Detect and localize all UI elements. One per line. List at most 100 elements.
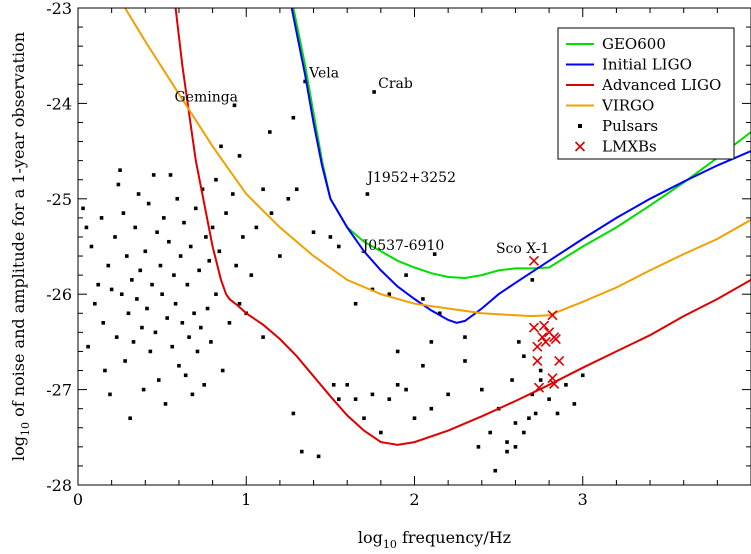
pulsar-point bbox=[555, 411, 560, 416]
annotation-label: J0537-6910 bbox=[361, 238, 445, 254]
pulsar-point bbox=[146, 201, 151, 206]
pulsar-point bbox=[254, 225, 259, 230]
pulsar-point bbox=[214, 292, 218, 296]
y-tick-label: -23 bbox=[46, 0, 72, 18]
annotation-label: Crab bbox=[378, 76, 413, 92]
pulsar-point bbox=[133, 225, 138, 230]
pulsar-point bbox=[170, 344, 175, 349]
lmxb-point bbox=[549, 378, 560, 389]
pulsar-point bbox=[234, 263, 238, 268]
pulsar-point bbox=[180, 321, 185, 325]
pulsar-point bbox=[136, 192, 141, 196]
pulsar-point bbox=[153, 330, 158, 335]
lmxb-point bbox=[528, 322, 540, 333]
pulsar-point bbox=[219, 144, 223, 149]
pulsar-point bbox=[328, 235, 333, 239]
pulsar-point bbox=[291, 411, 296, 416]
pulsar-point bbox=[207, 259, 212, 263]
pulsar-point bbox=[89, 244, 94, 249]
pulsar-point bbox=[108, 392, 112, 397]
lmxb-point bbox=[547, 310, 558, 321]
pulsar-point bbox=[101, 321, 106, 325]
pulsar-point bbox=[182, 220, 186, 225]
pulsar-point bbox=[572, 402, 577, 406]
pulsar-point bbox=[395, 349, 400, 354]
pulsar-point bbox=[145, 306, 149, 311]
pulsar-point bbox=[96, 282, 100, 287]
pulsar-point bbox=[261, 187, 265, 192]
legend-label-virgo: VIRGO bbox=[601, 97, 654, 115]
pulsar-point bbox=[150, 282, 154, 287]
pulsar-point bbox=[421, 363, 425, 368]
pulsar-point bbox=[513, 445, 518, 449]
pulsar-point bbox=[286, 197, 291, 201]
pulsar-point bbox=[269, 211, 274, 215]
legend-label-geo600: GEO600 bbox=[602, 35, 666, 53]
pulsar-point bbox=[446, 392, 450, 397]
pulsar-point bbox=[412, 416, 417, 421]
lmxb-point bbox=[538, 320, 550, 331]
pulsar-point bbox=[106, 263, 111, 268]
pulsar-point bbox=[372, 90, 376, 94]
pulsar-point bbox=[316, 454, 321, 459]
pulsar-point bbox=[114, 335, 119, 339]
lmxb-point bbox=[550, 333, 561, 345]
x-tick-label: 2 bbox=[409, 490, 419, 509]
pulsar-point bbox=[331, 383, 336, 387]
pulsar-point bbox=[522, 354, 526, 359]
legend-label-advanced-ligo: Advanced LIGO bbox=[601, 76, 721, 94]
y-tick-label: -26 bbox=[46, 285, 72, 304]
pulsar-point bbox=[202, 383, 206, 387]
pulsar-point bbox=[188, 244, 193, 249]
plot-area: Geminga Vela Crab J1952+3252 J0537-6910 Sco X… bbox=[81, 8, 751, 473]
pulsar-point bbox=[299, 449, 304, 454]
pulsar-point bbox=[126, 311, 131, 316]
lmxb-point bbox=[533, 382, 545, 393]
pulsar-point bbox=[187, 335, 191, 339]
pulsar-point bbox=[237, 301, 242, 306]
pulsar-point bbox=[429, 340, 434, 344]
pulsar-point bbox=[141, 387, 146, 392]
x-axis-label-subscript: 10 bbox=[383, 538, 397, 551]
pulsar-point bbox=[138, 268, 143, 273]
lmxb-point bbox=[554, 355, 565, 367]
pulsar-point bbox=[463, 359, 467, 363]
pulsar-point bbox=[261, 335, 265, 339]
pulsar-point bbox=[119, 292, 124, 296]
pulsar-point bbox=[527, 416, 531, 421]
pulsar-point bbox=[437, 311, 442, 316]
annotation-label: Geminga bbox=[174, 89, 238, 105]
pulsar-point bbox=[135, 297, 139, 301]
pulsar-point bbox=[197, 268, 201, 273]
pulsar-point bbox=[476, 445, 481, 449]
pulsar-point bbox=[488, 430, 493, 435]
pulsar-point bbox=[538, 368, 543, 373]
pulsar-point bbox=[113, 235, 117, 239]
x-tick-label: 3 bbox=[578, 490, 588, 509]
y-tick-label: -27 bbox=[46, 381, 72, 400]
pulsar-point bbox=[175, 197, 180, 201]
pulsar-point bbox=[294, 187, 299, 192]
pulsar-point bbox=[564, 383, 568, 387]
pulsar-point bbox=[199, 325, 203, 330]
series-line-advanced-ligo bbox=[174, 8, 751, 446]
pulsar-point bbox=[103, 368, 107, 373]
annotation-label: J1952+3252 bbox=[365, 170, 456, 186]
lmxb-point bbox=[532, 355, 543, 367]
pulsar-point bbox=[429, 406, 434, 411]
pulsar-point bbox=[232, 103, 237, 108]
pulsar-point bbox=[156, 378, 161, 382]
pulsar-point bbox=[353, 397, 358, 401]
lmxb-point bbox=[537, 332, 548, 343]
pulsar-point bbox=[303, 79, 307, 84]
pulsar-point bbox=[510, 378, 514, 382]
pulsar-point bbox=[210, 225, 215, 230]
pulsar-point bbox=[140, 325, 144, 330]
pulsar-point bbox=[118, 168, 122, 172]
pulsar-point bbox=[214, 177, 218, 182]
pulsar-point bbox=[517, 340, 521, 344]
pulsar-point bbox=[148, 349, 153, 354]
axis-ticks: 0 1 2 3 -28 -27 -26 -25 -24 -23 bbox=[46, 0, 751, 509]
pulsar-point bbox=[370, 392, 375, 397]
lmxb-point bbox=[532, 341, 543, 352]
